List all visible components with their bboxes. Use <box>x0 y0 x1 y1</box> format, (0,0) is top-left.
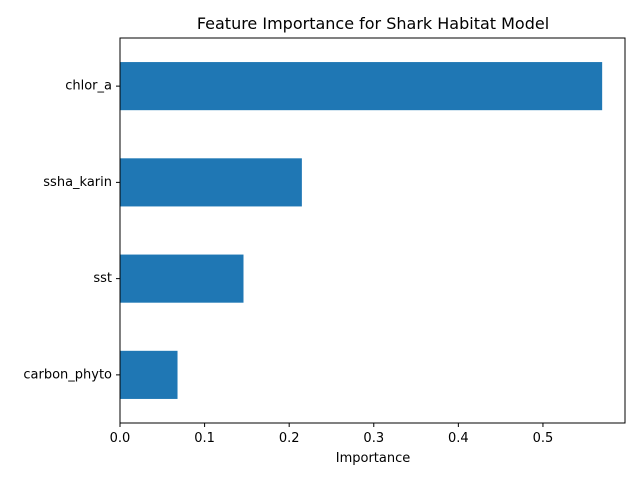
x-axis-ticks: 0.0 0.1 0.2 0.3 0.4 0.5 <box>110 423 554 446</box>
y-tick-label-chlor_a: chlor_a <box>65 79 112 94</box>
y-tick-label-ssha_karin: ssha_karin <box>43 175 112 190</box>
chart-title: Feature Importance for Shark Habitat Mod… <box>197 14 549 33</box>
x-tick-label-5: 0.5 <box>533 431 554 446</box>
x-tick-label-1: 0.1 <box>194 431 215 446</box>
bar-sst <box>120 254 244 303</box>
x-tick-label-0: 0.0 <box>110 431 131 446</box>
x-axis-label: Importance <box>336 451 411 466</box>
plot-frame <box>119 37 626 424</box>
bars-group <box>120 62 603 399</box>
x-tick-label-2: 0.2 <box>279 431 300 446</box>
bar-carbon_phyto <box>120 350 178 399</box>
y-axis-ticks: carbon_phyto sst ssha_karin chlor_a <box>23 79 120 382</box>
y-tick-label-carbon_phyto: carbon_phyto <box>23 367 112 382</box>
bar-ssha_karin <box>120 158 302 207</box>
y-tick-label-sst: sst <box>93 271 112 286</box>
bar-chlor_a <box>120 62 603 111</box>
x-tick-label-3: 0.3 <box>363 431 384 446</box>
x-tick-label-4: 0.4 <box>448 431 469 446</box>
